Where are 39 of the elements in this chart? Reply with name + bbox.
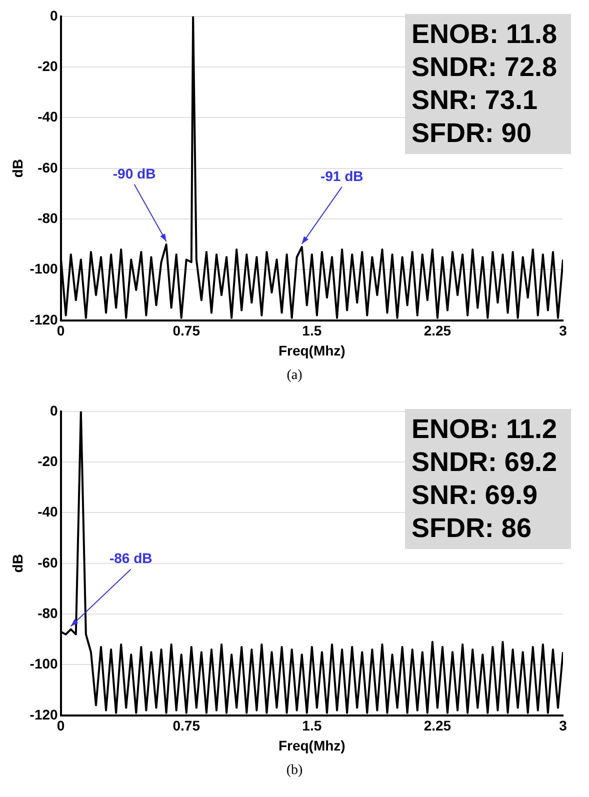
y-tick-label: -40	[38, 108, 58, 125]
annotation: SFDR: 86	[411, 512, 532, 545]
annotation: SNR: 73.1	[411, 84, 538, 117]
y-tick-label: -40	[38, 504, 58, 520]
y-tick-label: -100	[30, 260, 58, 277]
y-tick-label: -80	[38, 604, 58, 621]
x-tick-label: 2.25	[424, 718, 452, 734]
y-axis-title: dB	[9, 554, 26, 573]
y-tick-label: 0	[50, 402, 58, 418]
x-tick-label: 2.25	[424, 322, 452, 339]
x-tick-label: 1.5	[302, 322, 322, 339]
x-tick-label: 3	[559, 718, 568, 734]
annotation: SNR: 69.9	[411, 479, 538, 512]
y-tick-label: -60	[38, 159, 58, 176]
x-axis-title: Freq(Mhz)	[278, 737, 346, 754]
y-tick-label: -120	[30, 311, 58, 328]
y-tick-label: -80	[38, 210, 58, 226]
y-tick-label: -60	[38, 554, 58, 570]
annotation: -86 dB	[109, 550, 152, 566]
y-tick-label: -120	[30, 706, 58, 722]
annotation: ENOB: 11.8	[411, 18, 557, 51]
annotation: SNDR: 72.8	[411, 51, 557, 84]
text: (b)	[285, 763, 304, 779]
annotation: -90 dB	[112, 165, 156, 182]
annotation: -91 dB	[320, 168, 364, 184]
annotation: ENOB: 11.2	[411, 413, 557, 446]
text: (a)	[286, 368, 304, 384]
x-tick-label: 0.75	[172, 718, 200, 734]
y-tick-label: -100	[30, 656, 58, 672]
y-tick-label: 0	[50, 7, 58, 24]
x-axis-title: Freq(Mhz)	[278, 342, 346, 358]
y-tick-label: -20	[38, 58, 58, 74]
x-tick-label: 3	[559, 322, 568, 339]
annotation: SNDR: 69.2	[411, 446, 557, 479]
x-tick-label: 0.75	[172, 322, 200, 339]
y-axis-title: dB	[9, 159, 26, 178]
annotation: SFDR: 90	[411, 117, 532, 150]
y-tick-label: -20	[38, 452, 58, 469]
x-tick-label: 1.5	[302, 718, 322, 734]
